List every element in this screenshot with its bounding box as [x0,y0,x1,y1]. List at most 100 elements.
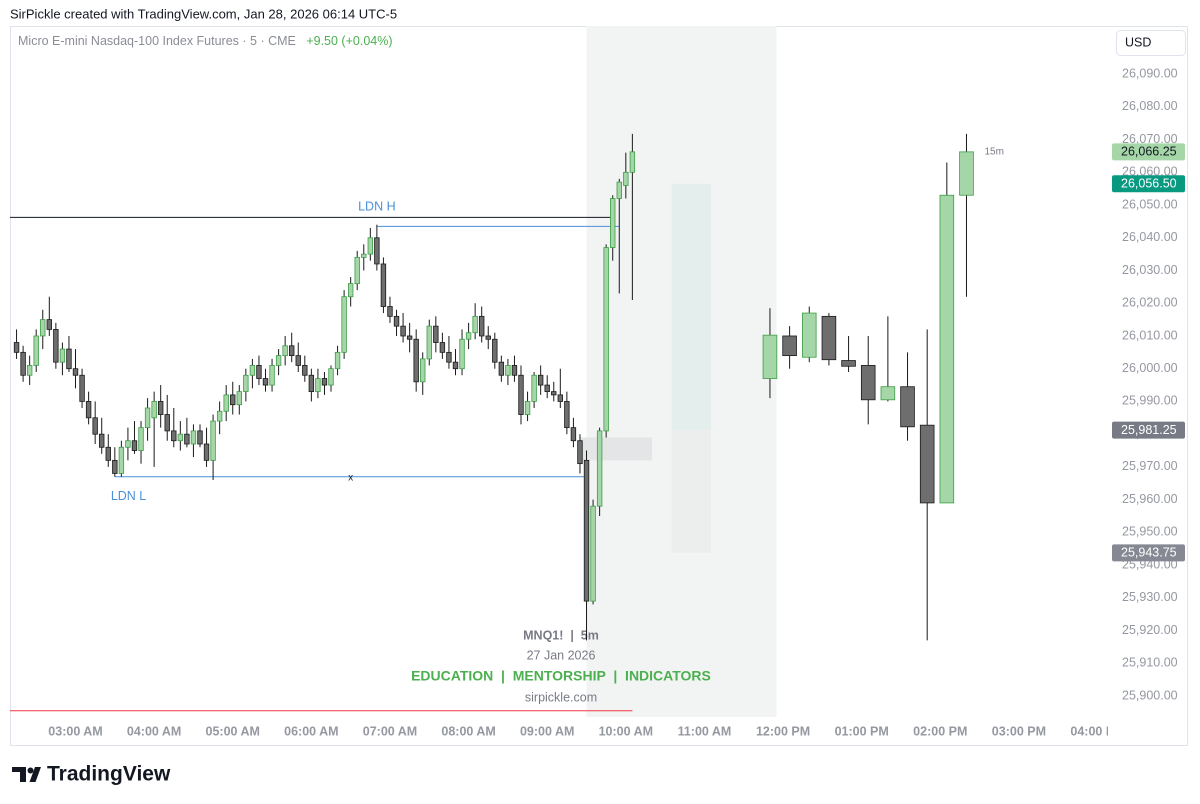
candle-body [302,365,308,376]
candle-body [439,342,446,353]
x-tick-label: 02:00 PM [913,724,967,738]
y-tick-label: 25,930.00 [1122,590,1178,604]
candle-body [406,335,413,340]
y-tick-label: 25,960.00 [1122,492,1178,506]
candle-body [262,378,269,386]
zone [579,437,653,461]
logo-mark [12,767,26,782]
footer: TradingView [47,763,171,786]
candle-body [479,315,485,337]
candle-body [99,433,105,448]
candle-body [53,329,59,363]
candle-body [256,365,262,379]
watermark-symbol: MNQ1! | 5m [523,628,599,642]
candle-body [841,360,856,367]
candle-body [498,361,505,376]
candle-body [393,315,400,327]
y-tick-label: 26,090.00 [1122,66,1178,80]
price-label: 26,066.25 [1121,145,1177,159]
candle-body [413,338,419,383]
x-tick-label: 05:00 AM [206,724,260,738]
candle-body [223,394,229,412]
price-label: 26,056.50 [1121,177,1177,191]
candle-body [762,334,778,379]
candle-body [433,325,439,343]
candle-body [603,247,609,432]
logo-mark [29,767,41,782]
candle-body [184,433,190,445]
candle-body [860,365,876,401]
candle-body [190,430,197,445]
candle-body [177,433,184,442]
y-tick-label: 25,950.00 [1122,525,1178,539]
candle-body [801,312,817,358]
candle-body [367,237,374,255]
chart-title: Micro E-mini Nasdaq-100 Index Futures · … [18,34,296,48]
x-tick-label: 08:00 AM [441,724,495,738]
candle-body [880,386,896,401]
candle-body [59,348,66,363]
price-label-badge [1112,143,1185,161]
candle-body [131,440,138,451]
candle-body [518,374,524,415]
level-label: LDN L [111,489,146,503]
candle-body [144,407,151,429]
candle-body [46,319,53,330]
x-tick-label: 07:00 AM [363,724,417,738]
candle-body [289,345,295,357]
candle-body [282,345,288,357]
candle-body [564,401,570,429]
candle-body [216,410,223,422]
candle-body [939,194,955,504]
currency[interactable]: USD [1125,35,1151,49]
candle-body [531,374,537,402]
currency-button[interactable] [1116,30,1186,56]
candle-body [328,368,334,386]
candle-body [354,257,360,285]
x-tick-label: 10:00 AM [599,724,653,738]
candle-body [20,351,26,376]
watermark: MNQ1! | 5m 27 Jan 2026 EDUCATION | MENTO… [411,628,711,704]
candle-body [629,151,636,173]
candle-body [243,374,249,393]
zone [671,430,711,553]
candle-body [596,430,603,507]
candle-body [92,417,98,435]
candle-body [341,296,347,353]
x-tick-label: 03:00 PM [992,724,1046,738]
candle-body [164,414,170,432]
candle-body [616,181,622,199]
y-tick-label: 25,900.00 [1122,688,1178,702]
logo-mark [27,767,34,774]
candle-body [105,446,111,461]
candle-body [118,446,125,474]
x-tick-label: 06:00 AM [284,724,338,738]
candle-body [583,459,590,602]
candle-body [269,365,275,386]
candle-body [308,374,315,393]
price-change: +9.50 (+0.04%) [306,34,392,48]
chart-title-line: Micro E-mini Nasdaq-100 Index Futures · … [18,33,393,50]
candle-body [537,374,544,386]
y-tick-label: 25,910.00 [1122,656,1178,670]
candle-body [492,338,498,363]
candle-body [171,430,177,442]
y-tick-label: 25,970.00 [1122,459,1178,473]
candle-body [203,443,210,461]
watermark-date: 27 Jan 2026 [527,648,596,662]
y-tick-label: 26,000.00 [1122,361,1178,375]
y-tick-label: 26,080.00 [1122,99,1178,113]
candle-body [66,348,72,370]
price-label-badge [1112,175,1185,193]
candle-body [590,505,596,602]
candle-body [420,358,426,383]
candle-body [334,351,341,370]
x-tick-label: 04:00 PM [1070,724,1124,738]
price-label-badge [1112,544,1185,562]
candle-body [197,430,203,445]
y-tick-label: 25,920.00 [1122,623,1178,637]
tradingview-logo: TradingView [12,763,171,786]
candle-body [400,325,406,337]
candle-body [72,368,79,376]
